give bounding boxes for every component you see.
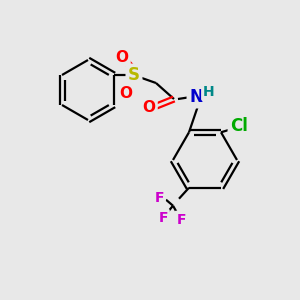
Text: N: N — [189, 88, 203, 106]
Text: O: O — [142, 100, 155, 115]
Text: F: F — [176, 213, 186, 227]
Text: O: O — [116, 50, 128, 64]
Text: O: O — [119, 85, 133, 100]
Text: F: F — [158, 211, 168, 225]
Text: S: S — [128, 66, 140, 84]
Text: Cl: Cl — [230, 117, 248, 135]
Text: H: H — [203, 85, 215, 99]
Text: F: F — [154, 191, 164, 205]
